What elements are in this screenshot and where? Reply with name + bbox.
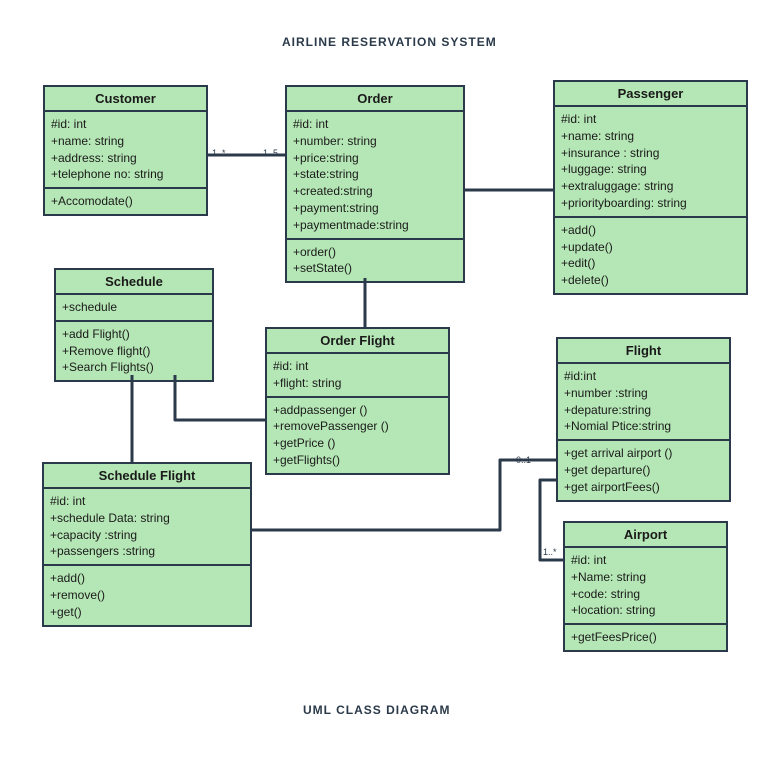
attr: +payment:string — [293, 200, 457, 217]
method: +add Flight() — [62, 326, 206, 343]
attr: +location: string — [571, 602, 720, 619]
attributes-section: #id: int +name: string +insurance : stri… — [555, 107, 746, 218]
class-name: Schedule — [56, 270, 212, 295]
methods-section: +add() +remove() +get() — [44, 566, 250, 624]
method: +add() — [50, 570, 244, 587]
attr: +capacity :string — [50, 527, 244, 544]
attr: +name: string — [51, 133, 200, 150]
diagram-canvas: AIRLINE RESERVATION SYSTEM Customer #id:… — [0, 0, 768, 762]
attributes-section: +schedule — [56, 295, 212, 322]
class-box-flight: Flight #id:int +number :string +depature… — [556, 337, 731, 502]
attr: +created:string — [293, 183, 457, 200]
methods-section: +add Flight() +Remove flight() +Search F… — [56, 322, 212, 380]
method: +removePassenger () — [273, 418, 442, 435]
class-box-scheduleflight: Schedule Flight #id: int +schedule Data:… — [42, 462, 252, 627]
method: +get arrival airport () — [564, 445, 723, 462]
methods-section: +Accomodate() — [45, 189, 206, 214]
attr: #id: int — [561, 111, 740, 128]
class-box-order: Order #id: int +number: string +price:st… — [285, 85, 465, 283]
attr: +flight: string — [273, 375, 442, 392]
method: +addpassenger () — [273, 402, 442, 419]
method: +add() — [561, 222, 740, 239]
class-box-airport: Airport #id: int +Name: string +code: st… — [563, 521, 728, 652]
attr: #id: int — [273, 358, 442, 375]
attr: #id: int — [50, 493, 244, 510]
class-name: Order — [287, 87, 463, 112]
class-box-schedule: Schedule +schedule +add Flight() +Remove… — [54, 268, 214, 382]
class-name: Order Flight — [267, 329, 448, 354]
method: +setState() — [293, 260, 457, 277]
method: +remove() — [50, 587, 244, 604]
diagram-title-top: AIRLINE RESERVATION SYSTEM — [282, 35, 497, 49]
class-name: Schedule Flight — [44, 464, 250, 489]
attr: +state:string — [293, 166, 457, 183]
attr: +depature:string — [564, 402, 723, 419]
method: +get() — [50, 604, 244, 621]
class-box-customer: Customer #id: int +name: string +address… — [43, 85, 208, 216]
attr: #id: int — [571, 552, 720, 569]
methods-section: +addpassenger () +removePassenger () +ge… — [267, 398, 448, 473]
method: +get departure() — [564, 462, 723, 479]
class-name: Airport — [565, 523, 726, 548]
method: +getFeesPrice() — [571, 629, 720, 646]
attr: +paymentmade:string — [293, 217, 457, 234]
attr: +Nomial Ptice:string — [564, 418, 723, 435]
attr: +priorityboarding: string — [561, 195, 740, 212]
multiplicity-label: 1..* — [543, 547, 557, 557]
method: +Search Flights() — [62, 359, 206, 376]
method: +edit() — [561, 255, 740, 272]
attr: +price:string — [293, 150, 457, 167]
attributes-section: #id: int +schedule Data: string +capacit… — [44, 489, 250, 566]
attr: +telephone no: string — [51, 166, 200, 183]
class-box-passenger: Passenger #id: int +name: string +insura… — [553, 80, 748, 295]
attr: +insurance : string — [561, 145, 740, 162]
attr: #id:int — [564, 368, 723, 385]
attributes-section: #id: int +name: string +address: string … — [45, 112, 206, 189]
method: +update() — [561, 239, 740, 256]
attr: #id: int — [293, 116, 457, 133]
attr: +passengers :string — [50, 543, 244, 560]
methods-section: +getFeesPrice() — [565, 625, 726, 650]
method: +delete() — [561, 272, 740, 289]
method: +Accomodate() — [51, 193, 200, 210]
attr: +number: string — [293, 133, 457, 150]
attr: +extraluggage: string — [561, 178, 740, 195]
multiplicity-label: 0..1 — [516, 455, 531, 465]
attr: #id: int — [51, 116, 200, 133]
attr: +luggage: string — [561, 161, 740, 178]
methods-section: +order() +setState() — [287, 240, 463, 282]
methods-section: +add() +update() +edit() +delete() — [555, 218, 746, 293]
attr: +schedule — [62, 299, 206, 316]
multiplicity-label: 1..5 — [263, 148, 278, 158]
method: +get airportFees() — [564, 479, 723, 496]
method: +getPrice () — [273, 435, 442, 452]
attr: +code: string — [571, 586, 720, 603]
attr: +address: string — [51, 150, 200, 167]
attr: +Name: string — [571, 569, 720, 586]
method: +Remove flight() — [62, 343, 206, 360]
diagram-title-bottom: UML CLASS DIAGRAM — [303, 703, 450, 717]
class-name: Passenger — [555, 82, 746, 107]
attributes-section: #id: int +Name: string +code: string +lo… — [565, 548, 726, 625]
attributes-section: #id:int +number :string +depature:string… — [558, 364, 729, 441]
method: +order() — [293, 244, 457, 261]
attr: +schedule Data: string — [50, 510, 244, 527]
attributes-section: #id: int +flight: string — [267, 354, 448, 398]
attr: +name: string — [561, 128, 740, 145]
attributes-section: #id: int +number: string +price:string +… — [287, 112, 463, 240]
method: +getFlights() — [273, 452, 442, 469]
class-box-orderflight: Order Flight #id: int +flight: string +a… — [265, 327, 450, 475]
methods-section: +get arrival airport () +get departure()… — [558, 441, 729, 499]
attr: +number :string — [564, 385, 723, 402]
class-name: Customer — [45, 87, 206, 112]
multiplicity-label: 1..* — [212, 148, 226, 158]
class-name: Flight — [558, 339, 729, 364]
